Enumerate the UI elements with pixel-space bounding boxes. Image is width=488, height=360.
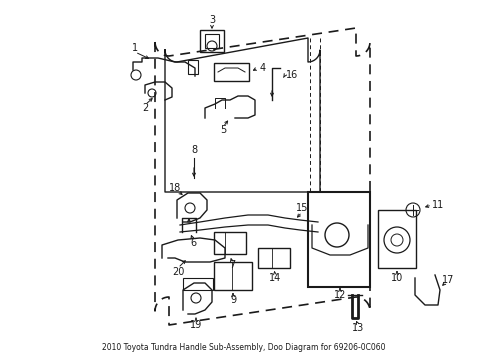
- Text: 19: 19: [189, 320, 202, 330]
- Text: 18: 18: [168, 183, 181, 193]
- Text: 12: 12: [333, 290, 346, 300]
- Text: 7: 7: [228, 260, 235, 270]
- Text: 20: 20: [171, 267, 184, 277]
- Text: 5: 5: [220, 125, 225, 135]
- Text: 4: 4: [260, 63, 265, 73]
- Text: 10: 10: [390, 273, 402, 283]
- Text: 9: 9: [229, 295, 236, 305]
- Text: 2010 Toyota Tundra Handle Sub-Assembly, Doo Diagram for 69206-0C060: 2010 Toyota Tundra Handle Sub-Assembly, …: [102, 343, 385, 352]
- Text: 1: 1: [132, 43, 138, 53]
- Text: 6: 6: [189, 238, 196, 248]
- Text: 3: 3: [208, 15, 215, 25]
- Bar: [258, 248, 289, 268]
- Bar: [200, 30, 224, 52]
- Text: 11: 11: [431, 200, 443, 210]
- Bar: [214, 232, 245, 254]
- Text: 8: 8: [190, 145, 197, 155]
- Text: 15: 15: [295, 203, 307, 213]
- Text: 16: 16: [285, 70, 298, 80]
- Bar: [307, 192, 369, 287]
- Text: 17: 17: [441, 275, 453, 285]
- Bar: [187, 60, 198, 74]
- Bar: [204, 34, 219, 48]
- Text: 13: 13: [351, 323, 364, 333]
- Bar: [377, 210, 415, 268]
- Text: 2: 2: [142, 103, 148, 113]
- Bar: [183, 278, 213, 290]
- Text: 14: 14: [268, 273, 281, 283]
- Bar: [214, 262, 251, 290]
- Bar: [214, 63, 248, 81]
